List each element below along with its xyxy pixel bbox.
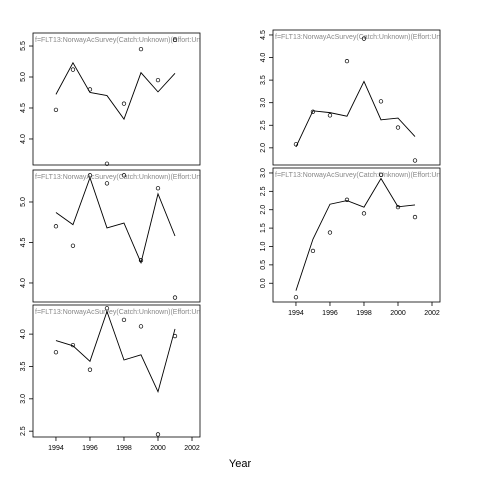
fitted-line [295, 177, 416, 291]
y-tick-label: 5.0 [20, 72, 27, 82]
data-point [155, 77, 161, 83]
x-tick-label: 1996 [82, 445, 98, 452]
data-point [53, 107, 59, 112]
y-tick-label: 1.5 [260, 223, 267, 233]
y-tick-label: 3.0 [260, 98, 267, 108]
x-tick-label: 2000 [150, 445, 166, 452]
y-tick-label: 3.5 [260, 75, 267, 85]
plot-frame [272, 29, 441, 166]
data-point [104, 306, 110, 311]
y-tick-label: 2.0 [260, 143, 267, 153]
y-tick-label: 5.5 [20, 41, 27, 51]
data-point [53, 224, 59, 229]
data-point [327, 230, 333, 235]
data-point [87, 367, 93, 372]
data-point [327, 113, 333, 118]
fitted-line [295, 80, 416, 148]
y-tick-label: 3.0 [20, 394, 27, 404]
y-tick-label: 0.5 [260, 260, 267, 270]
data-point [378, 99, 384, 104]
y-tick-label: 3.5 [20, 361, 27, 371]
data-point [121, 317, 127, 323]
data-point [344, 59, 350, 64]
x-tick-label: 1998 [116, 445, 132, 452]
x-tick-label: 1994 [48, 445, 64, 452]
fitted-line [55, 176, 176, 265]
data-point [53, 350, 59, 355]
data-point [172, 37, 178, 42]
data-point [172, 295, 178, 300]
x-tick-label: 1994 [288, 310, 304, 317]
panel: f=FLT13:NorwayAcSurvey(Catch:Unknown)(Ef… [20, 169, 201, 303]
plot-frame [32, 32, 201, 166]
y-tick-label: 4.5 [20, 238, 27, 248]
y-tick-label: 4.5 [260, 30, 267, 40]
data-point [155, 186, 161, 191]
data-point [104, 181, 110, 186]
y-tick-label: 0.0 [260, 278, 267, 288]
panel-title: f=FLT13:NorwayAcSurvey(Catch:Unknown)(Ef… [35, 174, 200, 181]
plot-frame [272, 167, 441, 303]
data-point [70, 243, 76, 248]
panel-title: f=FLT13:NorwayAcSurvey(Catch:Unknown)(Ef… [275, 34, 440, 41]
y-tick-label: 4.0 [20, 278, 27, 288]
data-point [395, 125, 401, 130]
data-point [310, 109, 316, 114]
x-tick-label: 1998 [356, 310, 372, 317]
y-tick-label: 1.0 [260, 242, 267, 252]
data-point [121, 101, 127, 106]
data-point [361, 211, 367, 216]
plot-frame [32, 304, 201, 438]
data-point [310, 248, 316, 254]
data-point [70, 67, 76, 72]
data-point [412, 158, 418, 163]
panel: f=FLT13:NorwayAcSurvey(Catch:Unknown)(Ef… [20, 32, 201, 166]
x-tick-label: 2000 [390, 310, 406, 317]
x-tick-label: 2002 [184, 445, 200, 452]
x-axis-label: Year [229, 458, 252, 470]
y-tick-label: 3.0 [260, 168, 267, 178]
data-point [344, 197, 350, 202]
data-point [138, 46, 144, 52]
panel: f=FLT13:NorwayAcSurvey(Catch:Unknown)(Ef… [260, 167, 441, 317]
y-tick-label: 4.0 [20, 329, 27, 339]
panel: f=FLT13:NorwayAcSurvey(Catch:Unknown)(Ef… [260, 29, 441, 166]
fitted-line [55, 61, 176, 121]
y-tick-label: 2.0 [260, 205, 267, 215]
panel-title: f=FLT13:NorwayAcSurvey(Catch:Unknown)(Ef… [275, 172, 440, 179]
data-point [121, 173, 127, 178]
plot-frame [32, 169, 201, 303]
y-tick-label: 4.0 [20, 134, 27, 144]
y-tick-label: 4.5 [20, 103, 27, 113]
data-point [155, 432, 161, 437]
fitted-line [55, 310, 176, 394]
panel: f=FLT13:NorwayAcSurvey(Catch:Unknown)(Ef… [20, 304, 201, 452]
data-point [395, 205, 401, 210]
data-point [138, 324, 144, 329]
y-tick-label: 5.0 [20, 197, 27, 207]
data-point [412, 214, 418, 220]
y-tick-label: 2.5 [20, 426, 27, 436]
x-tick-label: 1996 [322, 310, 338, 317]
panel-title: f=FLT13:NorwayAcSurvey(Catch:Unknown)(Ef… [35, 309, 200, 316]
y-tick-label: 2.5 [260, 186, 267, 196]
y-tick-label: 4.0 [260, 53, 267, 63]
panel-title: f=FLT13:NorwayAcSurvey(Catch:Unknown)(Ef… [35, 37, 200, 44]
data-point [104, 161, 110, 166]
data-point [361, 36, 367, 41]
x-tick-label: 2002 [424, 310, 440, 317]
y-tick-label: 2.5 [260, 120, 267, 130]
data-point [293, 295, 299, 300]
data-point [378, 172, 384, 177]
